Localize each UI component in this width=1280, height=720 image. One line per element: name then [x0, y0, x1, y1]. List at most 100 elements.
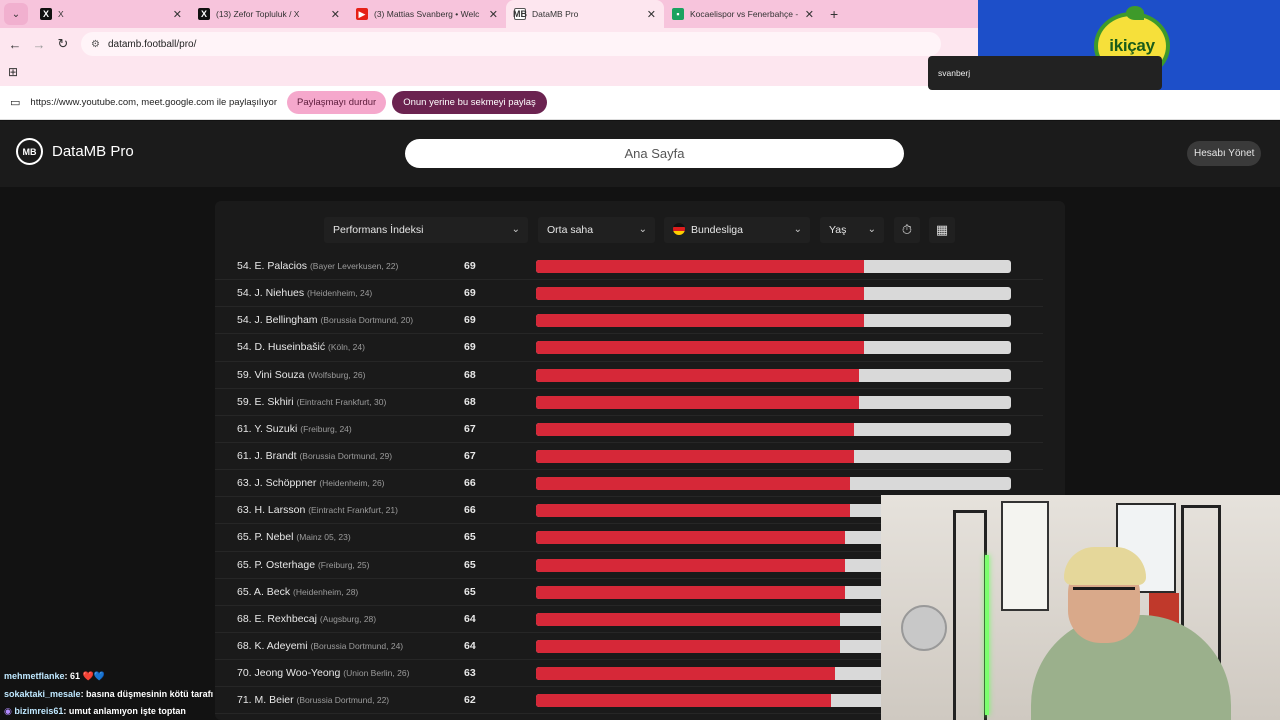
player-club: (Augsburg, 28)	[319, 613, 377, 624]
player-name: 54. J. Bellingham (Borussia Dortmund, 20…	[237, 314, 414, 327]
player-name: 68. E. Rexhbecaj (Augsburg, 28)	[237, 612, 377, 625]
player-score: 64	[464, 639, 476, 652]
reload-icon[interactable]: ↻	[57, 36, 69, 51]
tab-title: (13) Zefor Topluluk / X	[216, 9, 300, 19]
whiteboard	[1001, 501, 1049, 611]
player-name: 54. J. Niehues (Heidenheim, 24)	[237, 287, 373, 300]
player-row[interactable]: 63. J. Schöppner (Heidenheim, 26) 66	[215, 470, 1043, 498]
score-bar-track	[536, 314, 1011, 328]
find-input[interactable]: svanberj	[938, 68, 971, 78]
browser-tab-strip: ⌄ X X ✕ X (13) Zefor Topluluk / X ✕ ▶ (3…	[0, 0, 978, 28]
score-bar-fill	[536, 531, 845, 545]
home-search-bar[interactable]: Ana Sayfa	[405, 139, 904, 168]
forward-icon[interactable]: →	[32, 36, 46, 52]
player-club: (Heidenheim, 26)	[319, 478, 385, 489]
find-popup[interactable]: svanberj	[928, 56, 1162, 90]
player-score: 67	[464, 422, 476, 435]
player-row[interactable]: 54. E. Palacios (Bayer Leverkusen, 22) 69	[215, 259, 1043, 281]
player-row[interactable]: 61. J. Brandt (Borussia Dortmund, 29) 67	[215, 443, 1043, 471]
share-this-tab-button[interactable]: Onun yerine bu sekmeyi paylaş	[392, 91, 547, 114]
neon-light	[985, 555, 989, 715]
brand[interactable]: MB DataMB Pro	[16, 138, 134, 165]
player-row[interactable]: 61. Y. Suzuki (Freiburg, 24) 67	[215, 416, 1043, 443]
player-row[interactable]: 59. E. Skhiri (Eintracht Frankfurt, 30) 6…	[215, 389, 1043, 416]
manage-account-button[interactable]: Hesabı Yönet	[1187, 141, 1262, 166]
tab-search-icon[interactable]: ⌄	[4, 3, 28, 25]
tab-title: DataMB Pro	[532, 9, 579, 19]
player-club: (Mainz 05, 23)	[296, 532, 351, 543]
score-bar-fill	[536, 314, 864, 328]
player-name: 71. M. Beier (Borussia Dortmund, 22)	[237, 694, 390, 707]
player-name: 54. D. Huseinbašić (Köln, 24)	[237, 341, 365, 354]
player-name: 70. Jeong Woo-Yeong (Union Berlin, 26)	[237, 667, 410, 680]
browser-tab[interactable]: ▶ (3) Mattias Svanberg • Welc ✕	[348, 0, 506, 28]
player-club: (Eintracht Frankfurt, 30)	[296, 396, 387, 407]
player-club: (Heidenheim, 24)	[307, 288, 373, 299]
close-icon[interactable]: ✕	[646, 8, 656, 21]
player-score: 65	[464, 531, 476, 544]
browser-tab[interactable]: ▪ Kocaelispor vs Fenerbahçe - live ✕	[664, 0, 822, 28]
browser-tab[interactable]: X (13) Zefor Topluluk / X ✕	[190, 0, 348, 28]
score-bar-fill	[536, 639, 840, 653]
player-score: 68	[464, 368, 476, 381]
player-name: 61. J. Brandt (Borussia Dortmund, 29)	[237, 449, 393, 462]
close-icon[interactable]: ✕	[488, 8, 498, 21]
chevron-down-icon: ⌄	[793, 224, 802, 235]
x-icon: X	[198, 8, 210, 20]
back-icon[interactable]: ←	[8, 36, 22, 52]
player-club: (Köln, 24)	[328, 342, 365, 353]
league-select[interactable]: Bundesliga ⌄	[664, 217, 810, 243]
tab-title: X	[58, 9, 64, 19]
green-icon: ▪	[672, 8, 684, 20]
close-icon[interactable]: ✕	[804, 8, 814, 21]
x-icon: X	[40, 8, 52, 20]
tab-title: Kocaelispor vs Fenerbahçe - live	[690, 9, 799, 19]
player-row[interactable]: 54. J. Niehues (Heidenheim, 24) 69	[215, 280, 1043, 308]
score-bar-track	[536, 287, 1011, 301]
url-text: datamb.football/pro/	[107, 38, 197, 50]
tab-title: (3) Mattias Svanberg • Welc	[374, 9, 480, 19]
browser-tab[interactable]: X X ✕	[32, 0, 190, 28]
chat-message: sokaktaki_mesale: basına düşmesinin kötü…	[4, 688, 214, 699]
player-row[interactable]: 54. D. Huseinbašić (Köln, 24) 69	[215, 334, 1043, 362]
player-name: 65. P. Osterhage (Freiburg, 25)	[237, 558, 370, 571]
calendar-icon[interactable]: ▦	[929, 217, 955, 243]
player-name: 59. E. Skhiri (Eintracht Frankfurt, 30)	[237, 395, 387, 408]
player-club: (Heidenheim, 28)	[293, 586, 359, 597]
age-select[interactable]: Yaş ⌄	[820, 217, 884, 243]
position-select[interactable]: Orta saha ⌄	[538, 217, 655, 243]
apps-grid-icon[interactable]: ⊞	[8, 65, 19, 79]
player-row[interactable]: 59. Vini Souza (Wolfsburg, 26) 68	[215, 362, 1043, 389]
player-row[interactable]: 54. J. Bellingham (Borussia Dortmund, 20…	[215, 307, 1043, 335]
timer-icon[interactable]: ⏱	[894, 217, 920, 243]
stream-chat: mehmetflanke: 61 ❤️💙 sokaktaki_mesale: b…	[4, 668, 304, 720]
player-club: (Freiburg, 24)	[300, 423, 352, 434]
player-score: 65	[464, 585, 476, 598]
browser-toolbar: ← → ↻ ⚙ datamb.football/pro/	[0, 28, 978, 60]
player-club: (Bayer Leverkusen, 22)	[309, 261, 399, 271]
streamer-hair	[1064, 547, 1146, 585]
player-name: 54. E. Palacios (Bayer Leverkusen, 22)	[237, 260, 399, 272]
close-icon[interactable]: ✕	[172, 8, 182, 21]
stop-sharing-button[interactable]: Paylaşmayı durdur	[287, 91, 387, 114]
new-tab-icon[interactable]: +	[830, 6, 839, 22]
screen-share-icon: ▭	[10, 97, 21, 109]
score-bar-fill	[536, 395, 859, 409]
fan	[901, 605, 947, 651]
close-icon[interactable]: ✕	[330, 8, 340, 21]
player-row[interactable]: 71. M. Beier (Borussia Dortmund, 22) 62	[215, 687, 1043, 715]
address-bar[interactable]: ⚙ datamb.football/pro/	[81, 32, 941, 56]
site-info-icon[interactable]: ⚙	[91, 38, 100, 50]
score-bar-track	[536, 395, 1011, 409]
score-bar-track	[536, 449, 1011, 463]
browser-tab-active[interactable]: MB DataMB Pro ✕	[506, 0, 664, 28]
screen-share-bar: ▭ https://www.youtube.com, meet.google.c…	[0, 86, 1280, 120]
metric-select[interactable]: Performans İndeksi ⌄	[324, 217, 528, 243]
app-header: MB DataMB Pro Ana Sayfa Hesabı Yönet	[0, 121, 1280, 187]
player-club: (Eintracht Frankfurt, 21)	[308, 505, 398, 516]
brand-name: DataMB Pro	[52, 143, 134, 160]
webcam-feed	[881, 495, 1280, 720]
player-name: 63. J. Schöppner (Heidenheim, 26)	[237, 477, 385, 490]
score-bar-fill	[536, 287, 864, 301]
filter-bar: Performans İndeksi ⌄ Orta saha ⌄ Bundesl…	[215, 201, 1065, 259]
